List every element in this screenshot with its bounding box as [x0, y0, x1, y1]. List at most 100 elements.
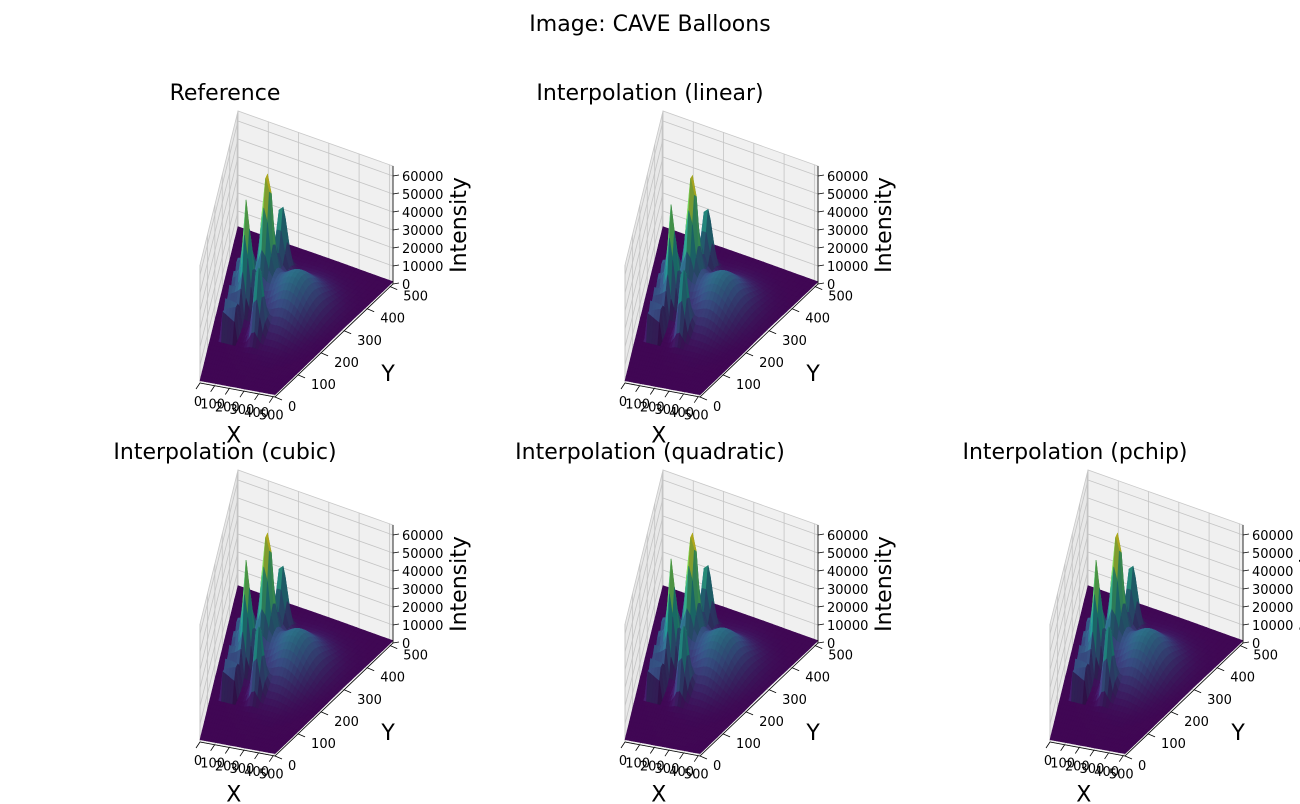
x-tick: [621, 383, 625, 389]
x-tick: [621, 742, 625, 748]
z-tick-label: 30000: [827, 583, 868, 598]
y-tick: [723, 734, 730, 737]
y-axis-label: Y: [380, 362, 395, 387]
z-tick-label: 20000: [402, 242, 443, 257]
y-tick: [746, 712, 753, 715]
y-tick-label: 200: [759, 356, 784, 371]
x-tick: [225, 747, 229, 753]
z-tick: [818, 570, 824, 571]
z-tick: [818, 552, 824, 553]
z-axis-label: Intensity: [447, 536, 472, 632]
y-tick-label: 400: [380, 312, 405, 327]
y-tick: [700, 397, 707, 400]
y-tick: [275, 756, 282, 759]
x-axis-label: X: [226, 782, 241, 804]
y-tick-label: 200: [759, 715, 784, 730]
y-tick-label: 200: [334, 715, 359, 730]
z-tick: [818, 588, 824, 589]
y-tick-label: 0: [713, 759, 721, 774]
z-tick: [393, 265, 399, 266]
z-tick-label: 30000: [402, 224, 443, 239]
surface-plot-pchip: 0100200300400500X0100200300400500Y010000…: [925, 434, 1300, 804]
x-tick: [665, 391, 669, 397]
y-tick: [746, 353, 753, 356]
y-tick-label: 0: [713, 400, 721, 415]
z-axis-label: Intensity: [872, 536, 897, 632]
z-tick: [818, 265, 824, 266]
x-tick: [636, 386, 640, 392]
panel-title: Interpolation (cubic): [113, 440, 336, 465]
y-tick: [723, 375, 730, 378]
z-tick: [818, 283, 824, 284]
y-tick: [367, 668, 374, 671]
y-tick: [792, 668, 799, 671]
z-tick-label: 40000: [402, 206, 443, 221]
y-tick: [769, 331, 776, 334]
y-tick: [390, 646, 397, 649]
y-tick-label: 300: [782, 693, 807, 708]
x-tick: [650, 747, 654, 753]
y-tick: [769, 690, 776, 693]
y-tick: [390, 287, 397, 290]
z-tick: [393, 283, 399, 284]
panel-title: Interpolation (quadratic): [515, 440, 785, 465]
x-tick: [196, 383, 200, 389]
z-tick-label: 0: [402, 278, 410, 293]
z-tick: [393, 193, 399, 194]
z-tick-label: 40000: [827, 565, 868, 580]
z-tick-label: 50000: [402, 547, 443, 562]
z-tick-label: 60000: [827, 170, 868, 185]
z-tick-label: 0: [827, 278, 835, 293]
z-tick-label: 10000: [402, 619, 443, 634]
z-tick: [393, 642, 399, 643]
surface-plot-linear: 0100200300400500X0100200300400500Y010000…: [500, 75, 920, 445]
z-axis-label: Intensity: [447, 177, 472, 273]
y-tick-label: 300: [357, 693, 382, 708]
y-tick: [815, 287, 822, 290]
x-tick: [694, 756, 698, 762]
x-tick: [665, 750, 669, 756]
z-tick-label: 40000: [402, 565, 443, 580]
x-tick-label: 500: [684, 768, 709, 783]
y-tick-label: 0: [288, 759, 296, 774]
x-tick-label: 500: [684, 409, 709, 424]
z-tick-label: 30000: [827, 224, 868, 239]
z-tick-label: 50000: [827, 188, 868, 203]
figure-title: Image: CAVE Balloons: [0, 12, 1300, 37]
z-tick: [818, 175, 824, 176]
z-tick: [393, 247, 399, 248]
z-tick-label: 40000: [827, 206, 868, 221]
z-tick: [393, 570, 399, 571]
z-tick: [818, 247, 824, 248]
y-tick: [792, 309, 799, 312]
z-tick-label: 0: [402, 637, 410, 652]
y-tick-label: 400: [805, 312, 830, 327]
y-tick-label: 200: [334, 356, 359, 371]
z-tick-label: 60000: [402, 170, 443, 185]
y-tick: [815, 646, 822, 649]
z-tick-label: 20000: [827, 242, 868, 257]
y-tick-label: 100: [311, 378, 336, 393]
z-tick-label: 20000: [827, 601, 868, 616]
x-tick: [240, 750, 244, 756]
z-tick-label: 60000: [827, 529, 868, 544]
z-tick: [818, 624, 824, 625]
y-tick-label: 300: [782, 334, 807, 349]
surface-plot-reference: 0100200300400500X0100200300400500Y010000…: [75, 75, 495, 445]
z-tick: [818, 229, 824, 230]
y-tick: [344, 690, 351, 693]
panel-title: Interpolation (linear): [536, 81, 763, 106]
y-axis-label: Y: [805, 362, 820, 387]
y-tick-label: 400: [380, 671, 405, 686]
z-tick-label: 30000: [402, 583, 443, 598]
x-tick: [255, 394, 259, 400]
z-tick: [393, 606, 399, 607]
x-axis-label: X: [651, 782, 666, 804]
